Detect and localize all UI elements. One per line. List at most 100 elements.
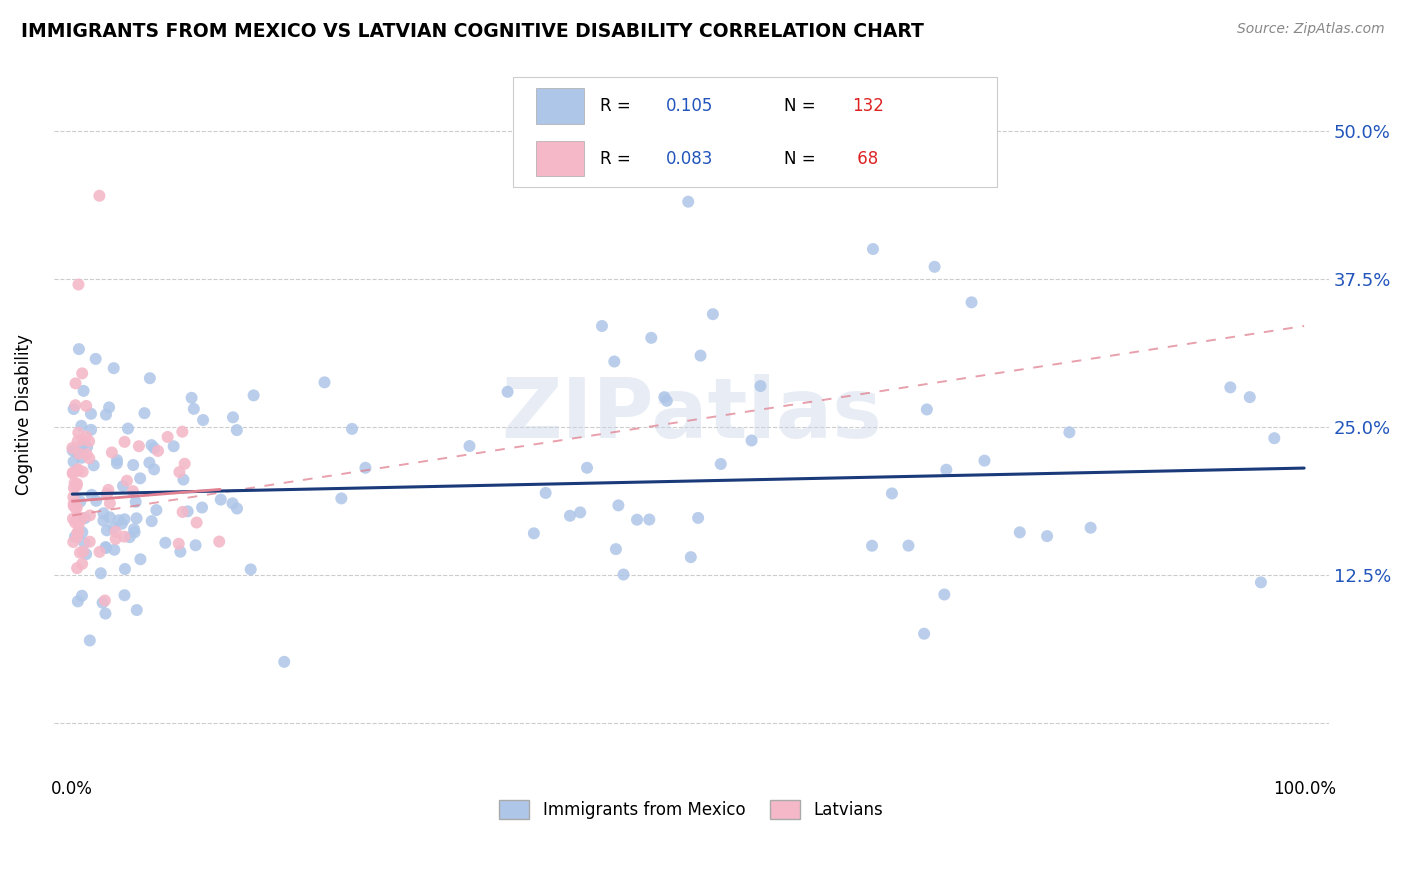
Point xyxy=(558,508,581,523)
Point xyxy=(1080,521,1102,535)
Point xyxy=(679,550,702,565)
Point xyxy=(72,465,94,479)
Point xyxy=(1239,390,1261,404)
Point xyxy=(98,510,121,524)
Point xyxy=(72,438,94,452)
Point xyxy=(79,633,101,648)
Text: N =: N = xyxy=(785,150,821,168)
Text: R =: R = xyxy=(599,150,636,168)
Point xyxy=(129,552,152,566)
Point xyxy=(65,479,87,493)
Point xyxy=(124,525,146,540)
Point xyxy=(143,441,166,455)
Point xyxy=(62,497,84,511)
Point xyxy=(569,505,592,519)
Point xyxy=(96,487,118,501)
Point xyxy=(912,626,935,640)
Point xyxy=(935,463,957,477)
Point xyxy=(1059,425,1081,440)
Point xyxy=(134,406,156,420)
Point xyxy=(167,537,190,551)
Point xyxy=(183,401,205,416)
Point xyxy=(191,500,214,515)
Point xyxy=(209,492,232,507)
Point xyxy=(741,434,763,448)
Point xyxy=(897,539,920,553)
Point xyxy=(242,388,264,402)
Point xyxy=(141,438,163,452)
Point xyxy=(496,384,519,399)
Point xyxy=(114,562,136,576)
Point xyxy=(208,534,231,549)
Point xyxy=(222,410,245,425)
Point xyxy=(69,513,91,527)
Text: IMMIGRANTS FROM MEXICO VS LATVIAN COGNITIVE DISABILITY CORRELATION CHART: IMMIGRANTS FROM MEXICO VS LATVIAN COGNIT… xyxy=(21,22,924,41)
Point xyxy=(640,331,662,345)
Point xyxy=(605,542,627,557)
Point xyxy=(103,521,125,535)
Point xyxy=(63,475,86,490)
Point xyxy=(66,434,89,449)
Point xyxy=(65,376,87,391)
Point xyxy=(654,390,676,404)
Point xyxy=(80,423,103,437)
Point xyxy=(80,488,103,502)
Point xyxy=(169,465,191,479)
Point xyxy=(112,530,135,544)
Point xyxy=(75,547,97,561)
Point xyxy=(97,483,120,497)
Point xyxy=(1263,431,1285,445)
Point xyxy=(118,530,141,544)
Point xyxy=(66,500,89,515)
Point xyxy=(960,295,983,310)
Point xyxy=(66,526,89,541)
Point xyxy=(65,501,87,516)
Point xyxy=(66,445,89,459)
Point xyxy=(75,430,97,444)
Point xyxy=(340,422,363,436)
Legend: Immigrants from Mexico, Latvians: Immigrants from Mexico, Latvians xyxy=(492,793,890,826)
Point xyxy=(591,318,613,333)
Point xyxy=(66,561,89,575)
Point xyxy=(93,506,115,520)
Point xyxy=(114,588,136,602)
Point xyxy=(70,418,93,433)
Point xyxy=(122,458,145,472)
Point xyxy=(676,194,699,209)
Point xyxy=(273,655,295,669)
Point xyxy=(62,490,84,504)
Point xyxy=(63,516,86,530)
Point xyxy=(72,511,94,525)
Point xyxy=(67,518,90,533)
Point xyxy=(172,473,194,487)
Point xyxy=(184,538,207,552)
Point xyxy=(146,444,169,458)
Text: 132: 132 xyxy=(852,97,884,115)
Point xyxy=(225,423,247,437)
Point xyxy=(103,361,125,376)
Point xyxy=(62,402,84,417)
Point xyxy=(60,441,83,455)
Point xyxy=(111,479,134,493)
Point xyxy=(69,494,91,508)
Point xyxy=(67,524,90,539)
Point xyxy=(139,371,162,385)
Point xyxy=(314,376,336,390)
Point xyxy=(176,504,198,518)
Point xyxy=(84,351,107,366)
Point xyxy=(534,486,557,500)
Point xyxy=(1036,529,1059,543)
Point xyxy=(62,455,84,469)
Point xyxy=(66,594,89,608)
Point xyxy=(173,457,195,471)
Point xyxy=(163,439,186,453)
Point xyxy=(70,450,93,465)
Point xyxy=(862,242,884,256)
Point xyxy=(128,439,150,453)
Point xyxy=(915,402,938,417)
Point xyxy=(523,526,546,541)
Point xyxy=(63,530,86,544)
Point xyxy=(69,546,91,560)
Point xyxy=(73,511,96,525)
Point xyxy=(62,511,84,525)
